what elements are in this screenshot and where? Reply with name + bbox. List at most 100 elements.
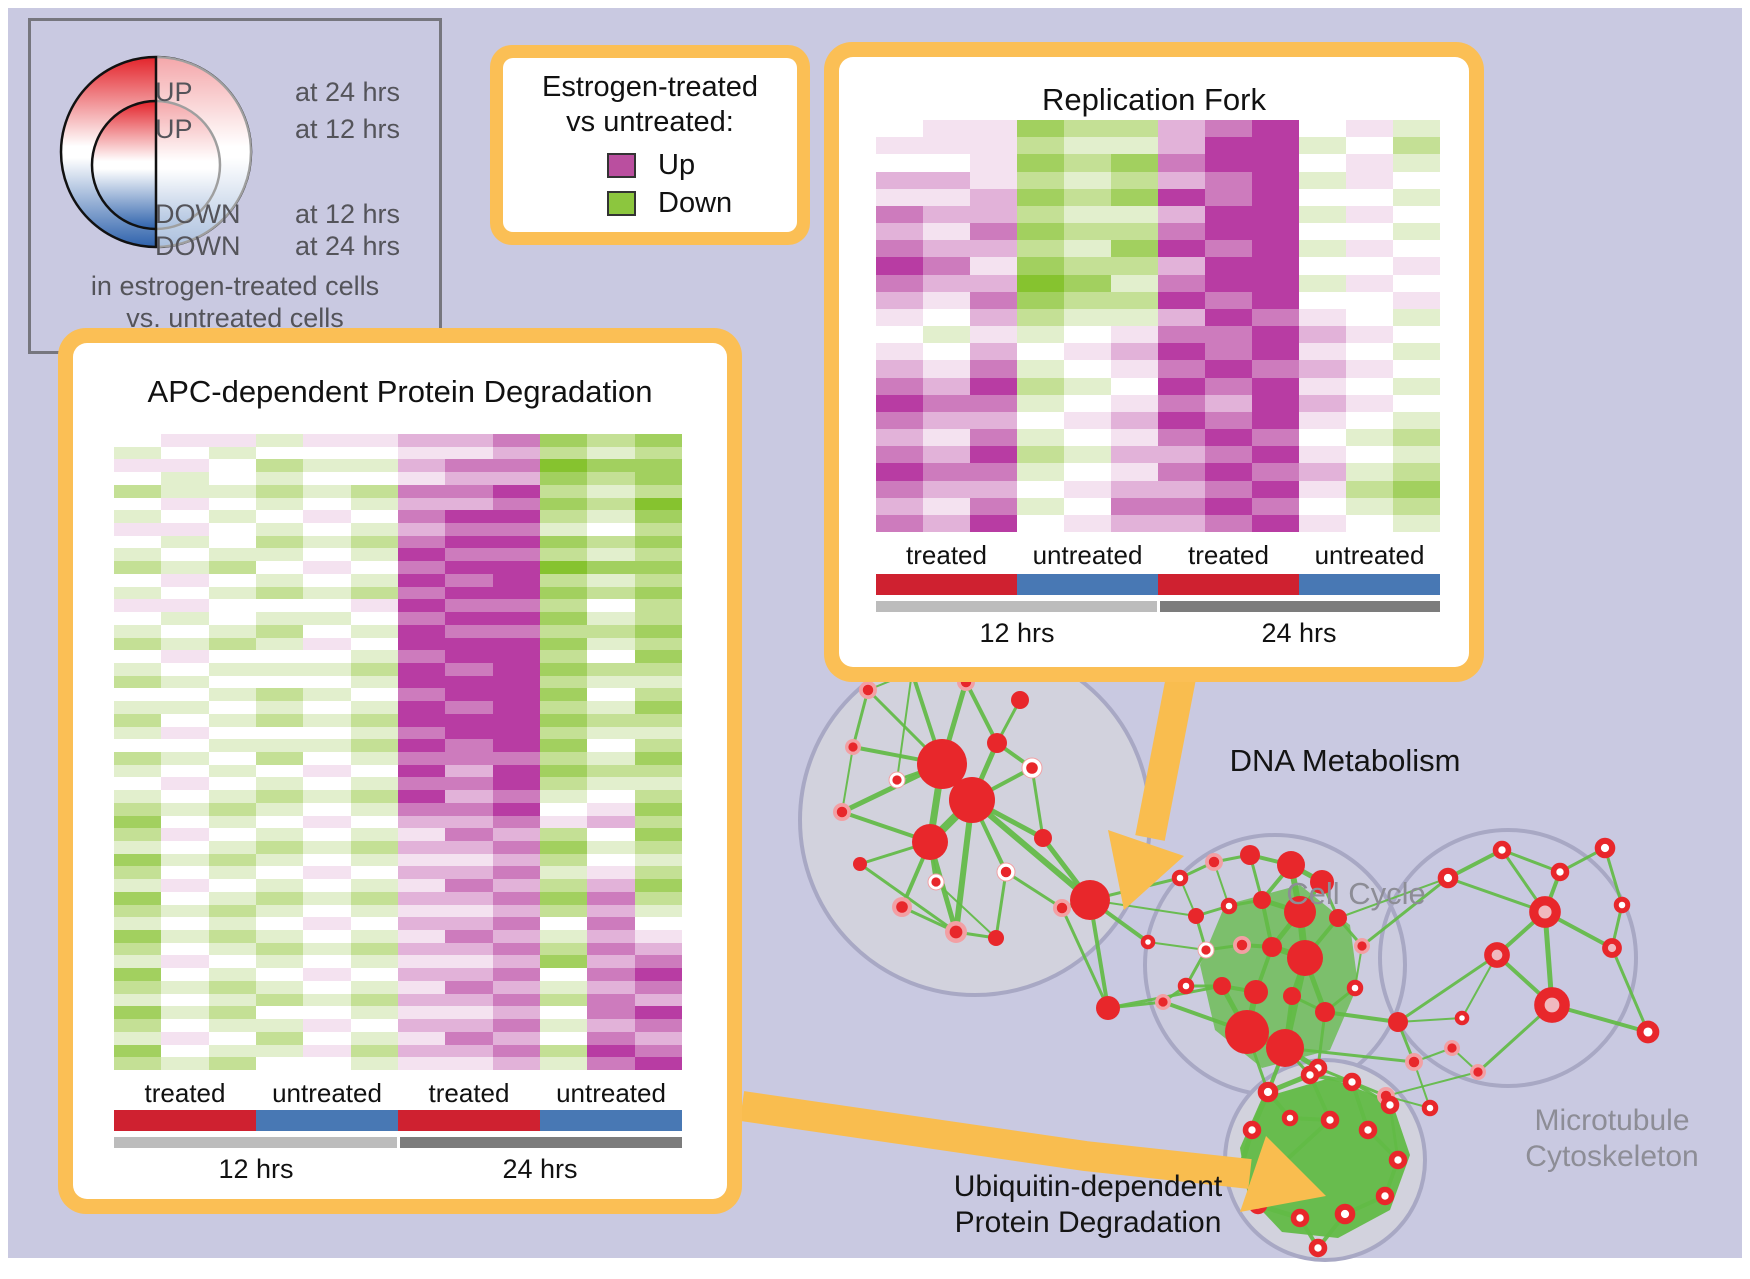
heatmap-cell <box>1205 308 1252 327</box>
heatmap-row <box>876 223 1440 241</box>
heatmap-cell <box>114 662 162 676</box>
heatmap-cell <box>1346 240 1393 258</box>
heatmap-cell <box>923 463 970 481</box>
heatmap-row <box>876 497 1440 515</box>
heatmap-cell <box>1064 394 1111 412</box>
heatmap-cell <box>634 726 682 740</box>
heatmap-cell <box>634 841 682 854</box>
heatmap-cell <box>587 866 635 880</box>
heatmap-cell <box>587 815 635 829</box>
heatmap-cell <box>1158 154 1205 172</box>
heatmap-cell <box>397 841 446 854</box>
heatmap-cell <box>350 1019 398 1032</box>
heatmap-cell <box>350 624 398 638</box>
heatmap-cell <box>876 411 923 430</box>
heatmap-cell <box>634 561 682 574</box>
heatmap-cell <box>1158 223 1205 241</box>
heatmap-cell <box>634 586 682 600</box>
gene-node <box>1034 829 1052 847</box>
heatmap-cell <box>1158 188 1205 206</box>
heatmap-cell <box>587 968 635 981</box>
gene-node <box>949 777 995 823</box>
heatmap-cell <box>539 815 588 829</box>
heatmap-cell <box>587 662 635 676</box>
heatmap-row <box>114 624 682 638</box>
heatmap-cell <box>587 1057 635 1070</box>
heatmap-cell <box>1252 377 1299 395</box>
heatmap-cell <box>1346 257 1393 275</box>
heatmap-cell <box>350 434 398 447</box>
heatmap-cell <box>303 980 351 994</box>
heatmap-cell <box>114 459 162 473</box>
heatmap-cell <box>539 955 588 969</box>
heatmap-cell <box>587 942 635 956</box>
heatmap-cell <box>1111 205 1158 224</box>
heatmap-row <box>114 586 682 600</box>
heatmap-cell <box>539 802 588 816</box>
network-edge <box>935 881 997 939</box>
heatmap-cell <box>1393 171 1440 189</box>
heatmap-cell <box>208 790 256 803</box>
heatmap-cell <box>255 777 304 791</box>
heatmap-cell <box>114 688 162 702</box>
heatmap-cell <box>539 1031 588 1045</box>
heatmap-cell <box>161 612 209 625</box>
cluster-label-cell-cycle: Cell Cycle <box>1286 876 1426 911</box>
microtubule-line: Microtubule <box>1534 1104 1690 1137</box>
heatmap-row <box>876 291 1440 309</box>
heatmap-cell <box>923 514 970 533</box>
heatmap-cell <box>492 599 540 613</box>
heatmap-cell <box>114 675 162 689</box>
heatmap-cell <box>492 1044 540 1058</box>
heatmap-cell <box>1299 154 1346 172</box>
key-row-up24: UP at 24 hrs <box>31 77 439 107</box>
heatmap-cell <box>876 308 923 327</box>
heatmap-row <box>114 1044 682 1058</box>
heatmap-cell <box>303 535 351 549</box>
heatmap-cell <box>397 434 446 447</box>
heatmap-cell <box>539 561 588 574</box>
heatmap-cell <box>350 790 398 803</box>
heatmap-cell <box>303 841 351 854</box>
gene-node <box>1334 1203 1356 1225</box>
heatmap-cell <box>587 586 635 600</box>
gene-node <box>1213 977 1231 995</box>
gene-node <box>988 930 1004 946</box>
heatmap-cell <box>1205 240 1252 258</box>
heatmap-cell <box>1064 514 1111 533</box>
heatmap-cell <box>1252 360 1299 378</box>
heatmap-row <box>114 573 682 587</box>
heatmap-cell <box>1111 257 1158 275</box>
heatmap-cell <box>255 688 304 702</box>
heatmap-cell <box>208 1044 256 1058</box>
heatmap-cell <box>1346 394 1393 412</box>
heatmap-row <box>876 308 1440 327</box>
heatmap-cell <box>1299 446 1346 464</box>
heatmap-row <box>876 171 1440 189</box>
gene-node <box>1329 909 1347 927</box>
heatmap-cell <box>445 980 493 994</box>
heatmap-cell <box>492 828 540 841</box>
heatmap-cell <box>970 137 1017 155</box>
heatmap-cell <box>114 942 162 956</box>
heatmap-cell <box>445 968 493 981</box>
heatmap-cell <box>1393 514 1440 533</box>
heatmap-cell <box>1393 394 1440 412</box>
heatmap-cell <box>445 561 493 574</box>
heatmap-cell <box>492 535 540 549</box>
heatmap-cell <box>208 701 256 714</box>
heatmap-cell <box>255 523 304 536</box>
heatmap-cell <box>114 535 162 549</box>
color-key-box: Estrogen-treated vs untreated: Up Down <box>490 45 810 245</box>
heatmap-row <box>114 497 682 511</box>
heatmap-cell <box>1299 326 1346 344</box>
heatmap-cell <box>1111 326 1158 344</box>
color-key-title-line1: Estrogen-treated <box>541 71 758 103</box>
heatmap-cell <box>634 942 682 956</box>
heatmap-cell <box>587 726 635 740</box>
heatmap-cell <box>1393 308 1440 327</box>
heatmap-cell <box>350 497 398 511</box>
heatmap-cell <box>445 930 493 943</box>
heatmap-cell <box>492 701 540 714</box>
heatmap-cell <box>1064 240 1111 258</box>
